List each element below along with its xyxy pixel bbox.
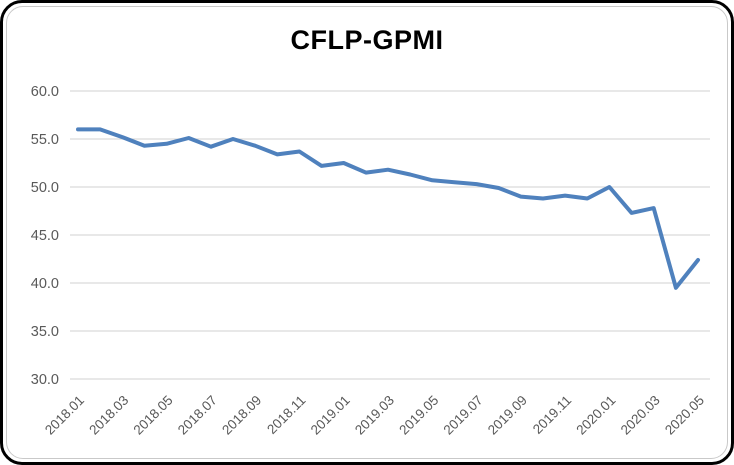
y-tick-label: 40.0 <box>31 276 59 292</box>
x-tick-label: 2020.05 <box>662 393 707 438</box>
y-tick-label: 50.0 <box>31 180 59 196</box>
y-tick-label: 35.0 <box>31 324 59 340</box>
x-tick-label: 2020.01 <box>573 393 618 438</box>
x-tick-label: 2019.11 <box>530 393 574 437</box>
y-tick-label: 30.0 <box>31 372 59 388</box>
x-tick-label: 2019.07 <box>441 393 486 438</box>
gpmi-series-line <box>76 127 700 290</box>
x-tick-label: 2019.05 <box>396 393 441 438</box>
gridlines <box>70 90 710 380</box>
x-tick-label: 2018.11 <box>264 393 308 437</box>
x-tick-label: 2018.05 <box>131 393 176 438</box>
y-tick-label: 55.0 <box>31 132 59 148</box>
x-tick-label: 2020.03 <box>618 393 663 438</box>
x-tick-label: 2018.09 <box>219 393 264 438</box>
x-axis-labels: 2018.01 2018.03 2018.05 2018.07 2018.09 2018.… <box>42 393 707 438</box>
x-tick-label: 2018.07 <box>175 393 220 438</box>
x-tick-label: 2019.03 <box>352 393 397 438</box>
x-tick-label: 2019.09 <box>485 393 530 438</box>
y-axis-labels: 60.0 55.0 50.0 45.0 40.0 35.0 30.0 <box>31 84 59 388</box>
x-tick-label: 2018.03 <box>86 393 131 438</box>
chart-title: CFLP-GPMI <box>290 25 444 55</box>
x-tick-label: 2018.01 <box>42 393 87 438</box>
y-tick-label: 60.0 <box>31 84 59 100</box>
y-tick-label: 45.0 <box>31 228 59 244</box>
x-tick-label: 2019.01 <box>308 393 353 438</box>
